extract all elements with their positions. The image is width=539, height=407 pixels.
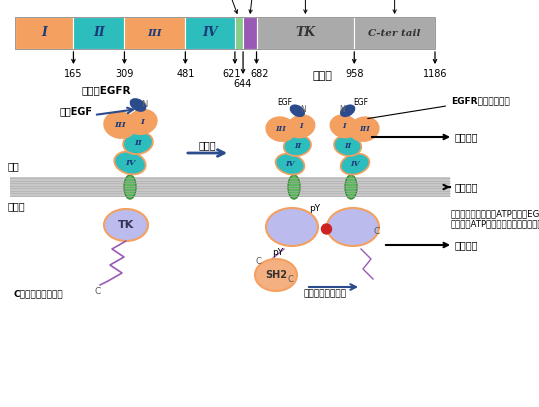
Text: C: C: [95, 287, 101, 296]
Ellipse shape: [266, 208, 318, 246]
Text: C: C: [255, 258, 261, 267]
Text: TK: TK: [118, 220, 134, 230]
Text: EGFR单抗结合位点: EGFR单抗结合位点: [368, 96, 510, 118]
Text: II: II: [344, 142, 351, 150]
Text: 958: 958: [345, 69, 363, 79]
Text: 621: 621: [223, 69, 241, 79]
Text: I: I: [299, 123, 303, 130]
Ellipse shape: [340, 105, 355, 117]
Text: SH2: SH2: [265, 270, 287, 280]
Ellipse shape: [334, 136, 361, 156]
Ellipse shape: [104, 209, 148, 241]
Text: EGF: EGF: [353, 98, 368, 107]
Text: II: II: [134, 139, 142, 147]
Text: IV: IV: [350, 160, 360, 168]
Text: 细胞质: 细胞质: [8, 201, 26, 211]
Text: 309: 309: [115, 69, 134, 79]
Text: 1186: 1186: [423, 69, 447, 79]
Bar: [185, 17, 235, 49]
Ellipse shape: [123, 132, 153, 154]
Ellipse shape: [275, 153, 305, 175]
Text: 跨膜区域: 跨膜区域: [455, 182, 479, 192]
Text: C: C: [287, 274, 293, 284]
Ellipse shape: [327, 208, 379, 246]
Ellipse shape: [124, 175, 136, 199]
Text: 481: 481: [176, 69, 195, 79]
Circle shape: [321, 224, 331, 234]
Text: 胞内区域: 胞内区域: [455, 240, 479, 250]
Text: 配体EGF: 配体EGF: [60, 106, 93, 116]
Text: 酪氨酸激酶区域，有ATP口袋，EGFR
抑制剂与ATP口袋竞争性结合，抗肿瘤: 酪氨酸激酶区域，有ATP口袋，EGFR 抑制剂与ATP口袋竞争性结合，抗肿瘤: [451, 209, 539, 228]
Text: I: I: [42, 26, 47, 39]
Bar: [243, 17, 257, 49]
Text: III: III: [359, 125, 370, 133]
Text: C: C: [374, 227, 380, 236]
Ellipse shape: [288, 175, 300, 199]
Text: TK: TK: [295, 26, 315, 39]
Text: C尾端自磷酸化位点: C尾端自磷酸化位点: [14, 289, 64, 298]
Bar: [354, 17, 435, 49]
Ellipse shape: [350, 117, 379, 141]
Ellipse shape: [345, 175, 357, 199]
Text: III: III: [275, 125, 286, 133]
Text: 胞外: 胞外: [8, 161, 20, 171]
Ellipse shape: [341, 153, 369, 175]
Ellipse shape: [127, 110, 157, 134]
Ellipse shape: [284, 136, 311, 156]
Text: 胞外区域: 胞外区域: [455, 132, 479, 142]
Bar: [73, 17, 125, 49]
Text: I: I: [140, 118, 144, 126]
Text: C-ter tail: C-ter tail: [368, 28, 421, 37]
Text: 644: 644: [234, 79, 252, 89]
Text: III: III: [148, 28, 162, 37]
Text: N: N: [300, 105, 306, 114]
Bar: [257, 17, 354, 49]
Bar: [10, 177, 450, 197]
Ellipse shape: [289, 105, 305, 117]
Text: N: N: [339, 105, 345, 114]
Text: IV: IV: [285, 160, 295, 168]
Text: N: N: [141, 100, 147, 109]
Ellipse shape: [287, 115, 315, 138]
Bar: [15, 17, 435, 49]
Text: IV: IV: [125, 159, 135, 167]
Text: 二聚体: 二聚体: [313, 71, 333, 81]
Ellipse shape: [104, 112, 136, 138]
Text: 165: 165: [64, 69, 82, 79]
Text: IV: IV: [202, 26, 218, 39]
Ellipse shape: [330, 115, 357, 138]
Bar: [235, 17, 243, 49]
Bar: [15, 17, 73, 49]
Text: pY: pY: [309, 204, 320, 213]
Text: III: III: [114, 121, 126, 129]
Text: 激活态EGFR: 激活态EGFR: [82, 85, 132, 95]
Text: 682: 682: [250, 69, 269, 79]
Text: II: II: [93, 26, 105, 39]
Text: I: I: [342, 123, 346, 130]
Ellipse shape: [266, 117, 295, 141]
Text: EGF: EGF: [277, 98, 292, 107]
Text: 激活下游信号通路: 激活下游信号通路: [304, 289, 347, 298]
Ellipse shape: [130, 98, 147, 112]
Ellipse shape: [114, 151, 146, 175]
Text: II: II: [294, 142, 301, 150]
Ellipse shape: [255, 259, 297, 291]
Bar: [125, 17, 185, 49]
Text: pY: pY: [272, 248, 284, 257]
Text: 二聚化: 二聚化: [199, 140, 216, 150]
